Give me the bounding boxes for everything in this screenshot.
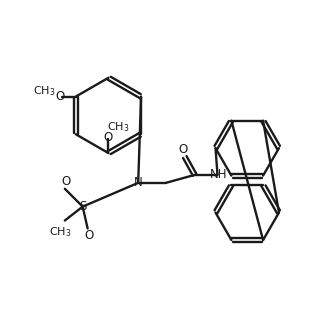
Text: S: S — [79, 200, 86, 213]
Text: O: O — [61, 175, 70, 188]
Text: CH$_3$: CH$_3$ — [33, 84, 55, 97]
Text: O: O — [104, 131, 113, 144]
Text: CH$_3$: CH$_3$ — [107, 120, 130, 134]
Text: O: O — [178, 143, 188, 155]
Text: N: N — [134, 176, 143, 189]
Text: O: O — [55, 90, 65, 103]
Text: NH: NH — [210, 168, 227, 181]
Text: O: O — [84, 229, 93, 242]
Text: CH$_3$: CH$_3$ — [49, 226, 71, 239]
